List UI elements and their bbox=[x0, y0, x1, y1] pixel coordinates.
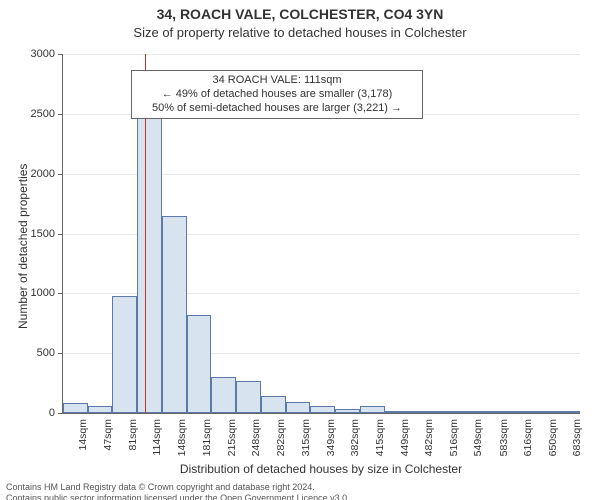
x-tick-label: 14sqm bbox=[77, 419, 89, 451]
x-tick-label: 683sqm bbox=[571, 419, 583, 456]
histogram-bar bbox=[211, 377, 236, 413]
annotation-line3: 50% of semi-detached houses are larger (… bbox=[138, 102, 416, 116]
footer-line2: Contains public sector information licen… bbox=[6, 493, 594, 500]
x-tick-label: 315sqm bbox=[300, 419, 312, 456]
y-tick bbox=[58, 293, 62, 294]
histogram-bar bbox=[187, 315, 212, 413]
y-tick-label: 500 bbox=[37, 347, 55, 359]
histogram-bar bbox=[558, 411, 580, 413]
annotation-line1: 34 ROACH VALE: 111sqm bbox=[138, 74, 416, 88]
y-tick bbox=[58, 353, 62, 354]
histogram-bar bbox=[63, 403, 88, 413]
y-tick-label: 0 bbox=[49, 407, 55, 419]
y-tick-label: 2000 bbox=[31, 168, 55, 180]
x-tick-label: 114sqm bbox=[151, 419, 163, 456]
histogram-plot: 34 ROACH VALE: 111sqm ← 49% of detached … bbox=[62, 54, 580, 414]
y-tick-label: 3000 bbox=[31, 48, 55, 60]
x-tick-label: 349sqm bbox=[325, 419, 337, 456]
annotation-box: 34 ROACH VALE: 111sqm ← 49% of detached … bbox=[131, 70, 423, 119]
x-tick-label: 282sqm bbox=[275, 419, 287, 456]
y-tick-label: 2500 bbox=[31, 108, 55, 120]
x-tick-label: 549sqm bbox=[472, 419, 484, 456]
y-tick-label: 1000 bbox=[31, 287, 55, 299]
histogram-bar bbox=[484, 411, 509, 413]
annotation-line2: ← 49% of detached houses are smaller (3,… bbox=[138, 88, 416, 102]
histogram-bar bbox=[137, 116, 162, 413]
x-tick-label: 583sqm bbox=[498, 419, 510, 456]
histogram-bar bbox=[533, 411, 558, 413]
histogram-bar bbox=[310, 406, 335, 413]
histogram-bar bbox=[88, 406, 113, 413]
footer-line1: Contains HM Land Registry data © Crown c… bbox=[6, 482, 594, 493]
page-title-line1: 34, ROACH VALE, COLCHESTER, CO4 3YN bbox=[0, 6, 600, 23]
histogram-bar bbox=[385, 411, 410, 413]
histogram-bar bbox=[335, 409, 360, 413]
page-title-line2: Size of property relative to detached ho… bbox=[0, 25, 600, 41]
x-tick-label: 47sqm bbox=[102, 419, 114, 451]
y-tick-label: 1500 bbox=[31, 228, 55, 240]
grid-line bbox=[63, 54, 580, 55]
histogram-bar bbox=[508, 411, 533, 413]
y-tick bbox=[58, 114, 62, 115]
histogram-bar bbox=[236, 381, 261, 413]
x-tick-label: 248sqm bbox=[250, 419, 262, 456]
x-tick-label: 81sqm bbox=[127, 419, 139, 451]
x-tick-label: 482sqm bbox=[423, 419, 435, 456]
histogram-bar bbox=[434, 411, 459, 413]
histogram-bar bbox=[162, 216, 187, 413]
y-tick bbox=[58, 174, 62, 175]
x-tick-label: 415sqm bbox=[374, 419, 386, 456]
histogram-bar bbox=[409, 411, 434, 413]
histogram-bar bbox=[112, 296, 137, 413]
x-tick-label: 382sqm bbox=[349, 419, 361, 456]
histogram-bar bbox=[286, 402, 311, 413]
y-tick bbox=[58, 413, 62, 414]
x-tick-label: 650sqm bbox=[547, 419, 559, 456]
y-axis-label: Number of detached properties bbox=[16, 164, 30, 329]
histogram-bar bbox=[360, 406, 385, 413]
x-tick-label: 215sqm bbox=[226, 419, 238, 456]
y-tick bbox=[58, 54, 62, 55]
histogram-bar bbox=[261, 396, 286, 413]
x-tick-label: 148sqm bbox=[176, 419, 188, 456]
x-tick-label: 181sqm bbox=[201, 419, 213, 456]
x-axis-label: Distribution of detached houses by size … bbox=[62, 462, 580, 476]
y-tick bbox=[58, 234, 62, 235]
x-tick-label: 449sqm bbox=[399, 419, 411, 456]
histogram-bar bbox=[459, 411, 484, 413]
attribution-footer: Contains HM Land Registry data © Crown c… bbox=[6, 482, 594, 500]
x-tick-label: 516sqm bbox=[448, 419, 460, 456]
x-tick-label: 616sqm bbox=[522, 419, 534, 456]
